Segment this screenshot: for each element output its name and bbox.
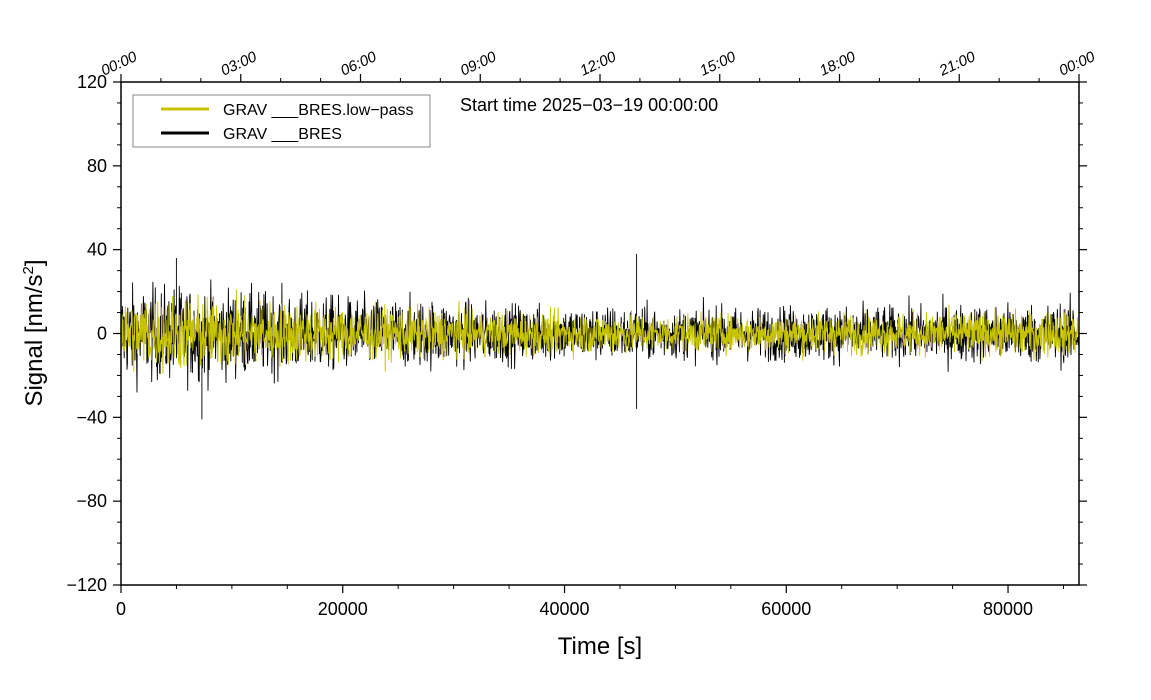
y-axis-title-close: ] [21, 259, 48, 266]
legend-label-lowpass: GRAV ___BRES.low−pass [223, 102, 413, 119]
series-layer [120, 253, 1080, 420]
top-tick-label: 06:00 [338, 48, 380, 80]
y-tick-label: 80 [87, 156, 107, 176]
start-time-annotation: Start time 2025−03−19 00:00:00 [460, 95, 718, 115]
y-tick-label: −80 [76, 491, 107, 511]
y-tick-label: −120 [66, 575, 107, 595]
y-axis-title: Signal [nm/s2] [20, 259, 48, 406]
y-tick-label: 0 [97, 324, 107, 344]
top-tick-label: 03:00 [218, 48, 260, 80]
top-tick-label: 15:00 [697, 48, 739, 80]
legend: GRAV ___BRES.low−pass GRAV ___BRES [132, 94, 431, 148]
top-tick-label: 09:00 [458, 48, 500, 80]
x-tick-label: 40000 [539, 599, 589, 619]
x-axis-title: Time [s] [558, 633, 642, 660]
legend-box [132, 94, 431, 148]
legend-label-raw: GRAV ___BRES [223, 126, 342, 143]
y-tick-label: 40 [87, 240, 107, 260]
x-tick-label: 60000 [761, 599, 811, 619]
x-tick-label: 80000 [983, 599, 1033, 619]
series-line-lowpass [120, 289, 1080, 374]
y-tick-label: 120 [77, 72, 107, 92]
x-tick-label: 20000 [318, 599, 368, 619]
top-tick-label: 18:00 [817, 48, 859, 80]
top-tick-label: 00:00 [98, 48, 140, 80]
y-axis-title-sup: 2 [20, 266, 37, 274]
y-axis-title-main: Signal [nm/s [21, 274, 48, 406]
y-tick-label: −40 [76, 407, 107, 427]
top-tick-label: 00:00 [1056, 48, 1098, 80]
top-tick-label: 21:00 [936, 48, 979, 80]
x-tick-label: 0 [116, 599, 126, 619]
top-tick-label: 12:00 [577, 48, 619, 80]
